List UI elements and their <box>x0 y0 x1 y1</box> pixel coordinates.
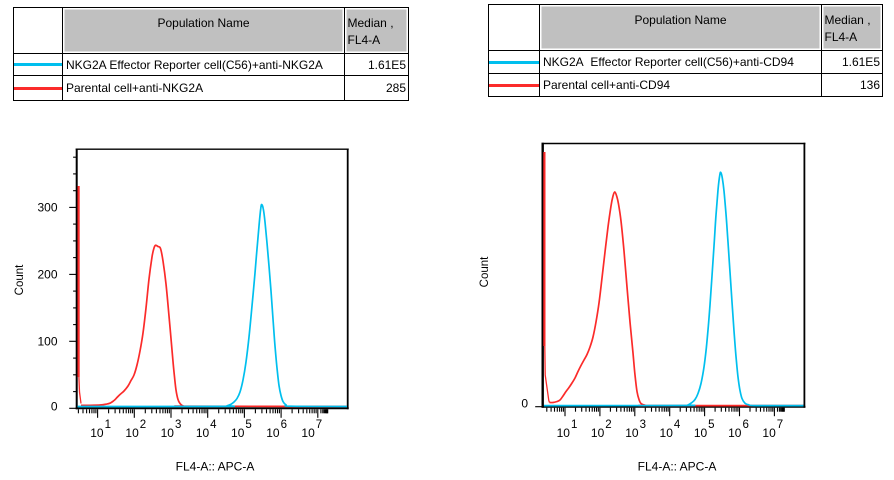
svg-text:0: 0 <box>521 397 528 411</box>
svg-text:FL4-A:: APC-A: FL4-A:: APC-A <box>176 460 255 474</box>
svg-text:FL4-A:: APC-A: FL4-A:: APC-A <box>638 460 717 474</box>
svg-text:103: 103 <box>161 419 182 440</box>
svg-text:105: 105 <box>694 419 715 440</box>
svg-text:0: 0 <box>51 399 58 413</box>
svg-text:102: 102 <box>591 419 612 440</box>
svg-text:107: 107 <box>762 419 783 440</box>
svg-text:104: 104 <box>196 419 217 440</box>
svg-text:300: 300 <box>37 201 57 215</box>
svg-text:Count: Count <box>14 264 26 295</box>
svg-text:106: 106 <box>266 419 287 440</box>
svg-text:104: 104 <box>660 419 681 440</box>
svg-text:102: 102 <box>125 419 146 440</box>
svg-text:101: 101 <box>557 419 578 440</box>
svg-text:107: 107 <box>301 419 322 440</box>
svg-text:105: 105 <box>231 419 252 440</box>
svg-text:100: 100 <box>37 335 57 349</box>
svg-text:103: 103 <box>625 419 646 440</box>
svg-text:Count: Count <box>479 256 491 287</box>
svg-text:101: 101 <box>90 419 111 440</box>
svg-text:200: 200 <box>37 268 57 282</box>
svg-text:106: 106 <box>728 419 749 440</box>
